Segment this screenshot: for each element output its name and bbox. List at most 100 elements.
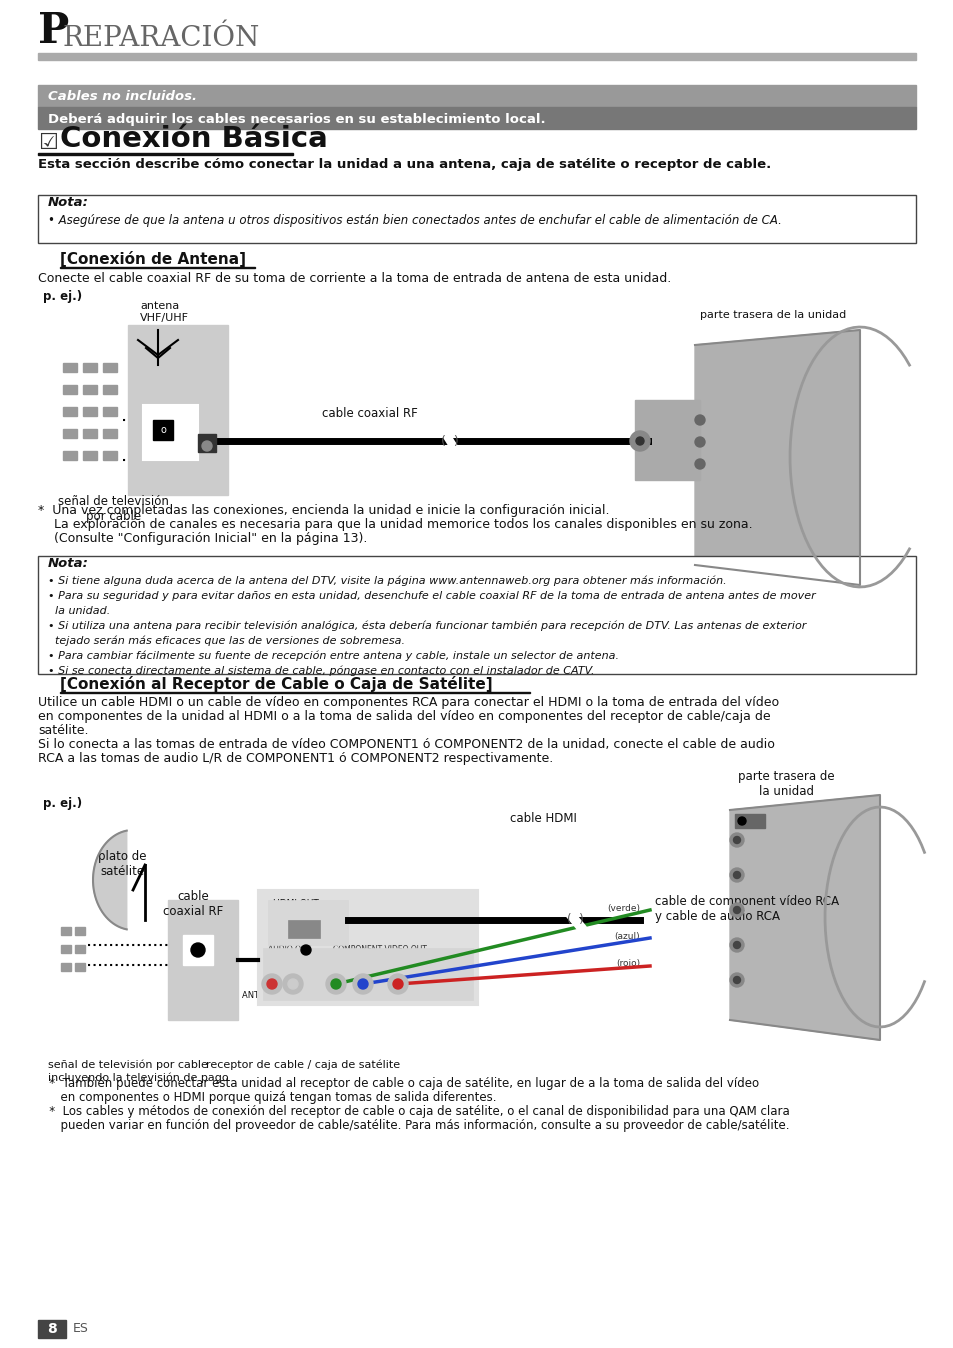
- Circle shape: [729, 973, 743, 987]
- Text: (rojo): (rojo): [616, 960, 639, 968]
- Polygon shape: [729, 795, 879, 1041]
- Circle shape: [326, 975, 346, 993]
- Text: receptor de cable / caja de satélite: receptor de cable / caja de satélite: [206, 1060, 399, 1070]
- Bar: [63, 452, 77, 460]
- Polygon shape: [695, 330, 859, 585]
- Text: en componentes o HDMI porque quizá tengan tomas de salida diferentes.: en componentes o HDMI porque quizá tenga…: [38, 1091, 496, 1104]
- Text: p. ej.): p. ej.): [43, 797, 82, 810]
- Bar: [288, 919, 319, 938]
- Bar: [38, 106, 915, 129]
- Bar: [734, 814, 764, 828]
- Bar: [75, 962, 85, 971]
- Bar: [60, 692, 530, 693]
- Text: Si lo conecta a las tomas de entrada de vídeo COMPONENT1 ó COMPONENT2 de la unid: Si lo conecta a las tomas de entrada de …: [38, 737, 774, 751]
- Bar: [38, 555, 915, 674]
- Bar: [38, 85, 915, 106]
- Bar: [60, 267, 254, 268]
- Bar: [635, 400, 700, 480]
- Text: p. ej.): p. ej.): [43, 290, 82, 303]
- Text: cable
coaxial RF: cable coaxial RF: [163, 890, 223, 918]
- Circle shape: [729, 903, 743, 917]
- Circle shape: [695, 460, 704, 469]
- Text: • Para cambiar fácilmente su fuente de recepción entre antena y cable, instale u: • Para cambiar fácilmente su fuente de r…: [48, 651, 618, 661]
- Text: • Si tiene alguna duda acerca de la antena del DTV, visite la página www.antenna: • Si tiene alguna duda acerca de la ante…: [48, 576, 726, 586]
- Bar: [75, 945, 85, 953]
- Circle shape: [729, 833, 743, 847]
- Text: RCA a las tomas de audio L/R de COMPONENT1 ó COMPONENT2 respectivamente.: RCA a las tomas de audio L/R de COMPONEN…: [38, 752, 553, 766]
- Text: (  ): ( ): [566, 914, 583, 926]
- Text: [Conexión al Receptor de Cable o Caja de Satélite]: [Conexión al Receptor de Cable o Caja de…: [60, 675, 492, 692]
- Text: HDMI OUT: HDMI OUT: [273, 899, 318, 909]
- Bar: [198, 434, 215, 452]
- Circle shape: [695, 415, 704, 425]
- Bar: [63, 386, 77, 394]
- Circle shape: [388, 975, 408, 993]
- Circle shape: [738, 817, 745, 825]
- Bar: [63, 363, 77, 372]
- Text: ANT IN: ANT IN: [241, 991, 270, 1000]
- Text: P: P: [38, 9, 70, 53]
- Circle shape: [262, 975, 282, 993]
- Text: • Asegúrese de que la antena u otros dispositivos están bien conectados antes de: • Asegúrese de que la antena u otros dis…: [48, 214, 781, 226]
- Text: Pb/Cb: Pb/Cb: [353, 954, 373, 961]
- Text: cable HDMI: cable HDMI: [510, 811, 577, 825]
- Text: • Si utiliza una antena para recibir televisión analógica, ésta debería funciona: • Si utiliza una antena para recibir tel…: [48, 620, 805, 631]
- Text: parte trasera de la unidad: parte trasera de la unidad: [700, 310, 845, 319]
- Text: Nota:: Nota:: [48, 195, 89, 209]
- Text: tejado serán más eficaces que las de versiones de sobremesa.: tejado serán más eficaces que las de ver…: [48, 635, 405, 646]
- Text: Utilice un cable HDMI o un cable de vídeo en componentes RCA para conectar el HD: Utilice un cable HDMI o un cable de víde…: [38, 696, 779, 709]
- Text: Conecte el cable coaxial RF de su toma de corriente a la toma de entrada de ante: Conecte el cable coaxial RF de su toma d…: [38, 272, 671, 284]
- Bar: [38, 53, 915, 61]
- Text: en componentes de la unidad al HDMI o a la toma de salida del vídeo en component: en componentes de la unidad al HDMI o a …: [38, 710, 770, 723]
- Circle shape: [191, 944, 205, 957]
- Text: Pr/Cr: Pr/Cr: [389, 954, 406, 961]
- Text: (Consulte "Configuración Inicial" en la página 13).: (Consulte "Configuración Inicial" en la …: [38, 532, 367, 545]
- Text: señal de televisión
por cable: señal de televisión por cable: [58, 495, 169, 523]
- Bar: [183, 936, 213, 965]
- Text: *  Los cables y métodos de conexión del receptor de cable o caja de satélite, o : * Los cables y métodos de conexión del r…: [38, 1105, 789, 1117]
- Bar: [268, 900, 348, 945]
- Bar: [103, 407, 117, 417]
- Circle shape: [331, 979, 340, 989]
- Text: plato de
satélite: plato de satélite: [98, 851, 147, 878]
- Text: *  Una vez completadas las conexiones, encienda la unidad e inicie la configurac: * Una vez completadas las conexiones, en…: [38, 504, 609, 518]
- Bar: [143, 404, 198, 460]
- Text: • Si se conecta directamente al sistema de cable, póngase en contacto con el ins: • Si se conecta directamente al sistema …: [48, 666, 594, 675]
- Circle shape: [729, 938, 743, 952]
- Circle shape: [733, 906, 740, 914]
- Bar: [83, 407, 97, 417]
- Text: L: L: [270, 954, 274, 961]
- Bar: [152, 421, 172, 439]
- Text: la unidad.: la unidad.: [48, 607, 111, 616]
- Circle shape: [301, 945, 311, 954]
- Bar: [38, 1320, 66, 1339]
- Bar: [83, 386, 97, 394]
- Circle shape: [733, 837, 740, 844]
- Circle shape: [267, 979, 276, 989]
- Text: Deberá adquirir los cables necesarios en su establecimiento local.: Deberá adquirir los cables necesarios en…: [48, 112, 545, 125]
- Bar: [63, 407, 77, 417]
- Text: antena
VHF/UHF: antena VHF/UHF: [140, 302, 189, 324]
- Text: Esta sección describe cómo conectar la unidad a una antena, caja de satélite o r: Esta sección describe cómo conectar la u…: [38, 158, 770, 171]
- Text: (  ): ( ): [440, 434, 458, 448]
- Circle shape: [288, 979, 297, 989]
- Text: (verde): (verde): [606, 903, 639, 913]
- Text: parte trasera de
la unidad: parte trasera de la unidad: [738, 770, 834, 798]
- Circle shape: [202, 441, 212, 452]
- Bar: [168, 900, 237, 1020]
- Circle shape: [695, 437, 704, 448]
- Text: 8: 8: [47, 1322, 57, 1336]
- Bar: [63, 429, 77, 438]
- Bar: [263, 948, 473, 1000]
- Text: R: R: [291, 954, 295, 961]
- Circle shape: [283, 975, 303, 993]
- Text: o: o: [160, 425, 166, 435]
- Text: La exploración de canales es necesaria para que la unidad memorice todos los can: La exploración de canales es necesaria p…: [38, 518, 752, 531]
- Circle shape: [353, 975, 373, 993]
- Text: • Para su seguridad y para evitar daños en esta unidad, desenchufe el cable coax: • Para su seguridad y para evitar daños …: [48, 590, 815, 601]
- Text: ES: ES: [73, 1322, 89, 1336]
- Bar: [61, 962, 71, 971]
- Circle shape: [629, 431, 649, 452]
- Text: AUDIO OUT: AUDIO OUT: [268, 945, 311, 954]
- Circle shape: [636, 437, 643, 445]
